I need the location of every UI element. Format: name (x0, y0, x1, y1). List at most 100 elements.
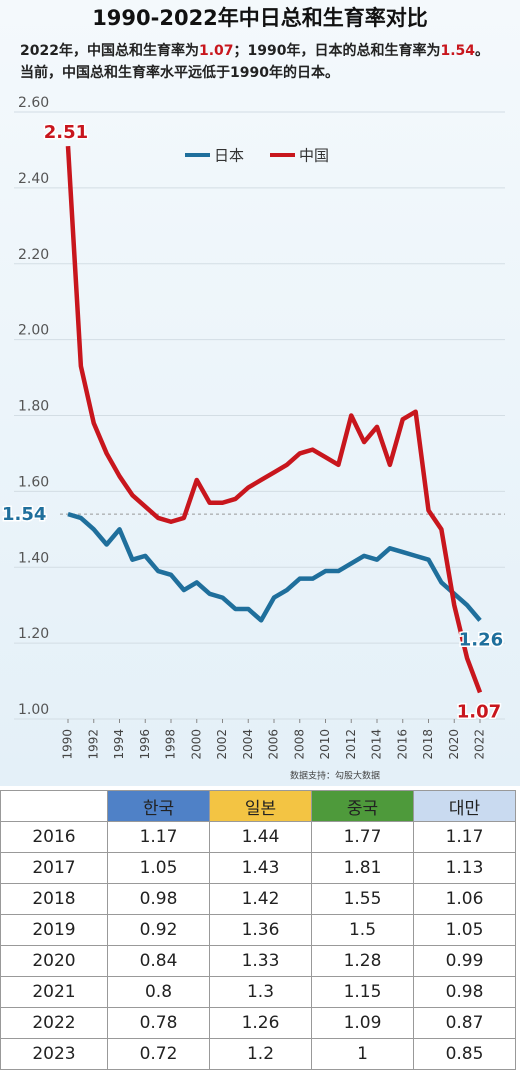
table-row: 2023 0.72 1.2 1 0.85 (0, 1038, 516, 1070)
table-cell: 0.84 (107, 945, 210, 977)
x-tick-label: 1998 (164, 729, 178, 760)
table-cell: 1.36 (209, 914, 312, 946)
table-row: 2022 0.78 1.26 1.09 0.87 (0, 1007, 516, 1039)
table-cell: 1.77 (311, 821, 414, 853)
legend-label: 中国 (299, 147, 329, 165)
x-tick-label: 2016 (395, 729, 409, 760)
x-tick-label: 2008 (292, 729, 306, 760)
subtitle-part: ；1990年，日本的总和生育率为 (233, 43, 441, 59)
table-cell: 1.33 (209, 945, 312, 977)
year-cell: 2022 (0, 1007, 108, 1039)
table-cell: 0.72 (107, 1038, 210, 1070)
table-cell: 1.2 (209, 1038, 312, 1070)
y-tick-label: 1.80 (18, 399, 49, 415)
x-tick-label: 2012 (344, 729, 358, 760)
table-cell: 1.3 (209, 976, 312, 1008)
table-cell: 0.98 (107, 883, 210, 915)
table-cell: 1 (311, 1038, 414, 1070)
x-tick-label: 2022 (473, 729, 487, 760)
year-cell: 2023 (0, 1038, 108, 1070)
x-tick-label: 2020 (447, 729, 461, 760)
table-cell: 1.06 (413, 883, 516, 915)
year-cell: 2016 (0, 821, 108, 853)
subtitle-part: 。当前，中国总和生育率水平远低于1990年的日本。 (20, 43, 490, 81)
y-tick-label: 1.40 (18, 550, 49, 566)
table-cell: 1.42 (209, 883, 312, 915)
subtitle-part: 1.07 (198, 43, 234, 59)
table-cell: 1.44 (209, 821, 312, 853)
x-tick-label: 2004 (241, 729, 255, 760)
table-header-cell: 한국 (107, 790, 210, 822)
table-cell: 0.87 (413, 1007, 516, 1039)
table-row: 2019 0.92 1.36 1.5 1.05 (0, 914, 516, 946)
y-tick-label: 2.60 (18, 95, 49, 111)
table-cell: 1.55 (311, 883, 414, 915)
x-tick-label: 2002 (215, 729, 229, 760)
chart-subtitle: 2022年，中国总和生育率为1.07；1990年，日本的总和生育率为1.54。当… (20, 40, 490, 84)
x-tick-label: 2014 (370, 729, 384, 760)
x-tick-label: 2010 (318, 729, 332, 760)
y-tick-label: 2.40 (18, 171, 49, 187)
x-tick-label: 2006 (267, 729, 281, 760)
chart-panel: 1990-2022年中日总和生育率对比 1.00 1.20 1.40 1.60 1.80… (0, 0, 520, 786)
table-row: 2018 0.98 1.42 1.55 1.06 (0, 883, 516, 915)
table-cell: 1.81 (311, 852, 414, 884)
table-corner (0, 790, 108, 822)
table-cell: 1.5 (311, 914, 414, 946)
y-tick-label: 2.20 (18, 247, 49, 263)
y-tick-label: 1.00 (18, 702, 49, 718)
table-cell: 0.99 (413, 945, 516, 977)
table-header-cell: 대만 (413, 790, 516, 822)
table-cell: 1.17 (413, 821, 516, 853)
subtitle-part: 2022年，中国总和生育率为 (20, 43, 199, 59)
year-cell: 2019 (0, 914, 108, 946)
table-row: 2016 1.17 1.44 1.77 1.17 (0, 821, 516, 853)
table-cell: 0.92 (107, 914, 210, 946)
y-tick-label: 1.60 (18, 474, 49, 490)
series-line (67, 511, 482, 623)
x-tick-label: 2018 (421, 729, 435, 760)
y-tick-label: 1.20 (18, 626, 49, 642)
year-cell: 2021 (0, 976, 108, 1008)
year-cell: 2020 (0, 945, 108, 977)
table-cell: 0.85 (413, 1038, 516, 1070)
table-cell: 1.43 (209, 852, 312, 884)
data-label: 2.51 (44, 122, 88, 143)
table-cell: 0.78 (107, 1007, 210, 1039)
source: 数据支持：勾股大数据 (290, 770, 380, 782)
year-cell: 2018 (0, 883, 108, 915)
table-row: 2021 0.8 1.3 1.15 0.98 (0, 976, 516, 1008)
table-header-cell: 중국 (311, 790, 414, 822)
table-header-row: 한국 일본 중국 대만 (0, 790, 516, 822)
data-table: 한국 일본 중국 대만 2016 1.17 1.44 1.77 1.17 2017 1.05 1.43… (0, 790, 516, 1070)
data-label: 1.07 (457, 701, 501, 722)
legend-label: 日本 (214, 147, 244, 165)
table-cell: 1.09 (311, 1007, 414, 1039)
series-line (65, 146, 483, 694)
table-cell: 1.13 (413, 852, 516, 884)
chart-title: 1990-2022年中日总和生育率对比 (92, 6, 428, 30)
subtitle-part: 1.54 (440, 43, 476, 59)
table-cell: 1.17 (107, 821, 210, 853)
table-cell: 1.05 (413, 914, 516, 946)
data-label: 1.26 (459, 629, 503, 650)
table-cell: 1.26 (209, 1007, 312, 1039)
year-cell: 2017 (0, 852, 108, 884)
table-row: 2017 1.05 1.43 1.81 1.13 (0, 852, 516, 884)
x-tick-label: 1992 (86, 729, 100, 760)
table-cell: 1.28 (311, 945, 414, 977)
x-tick-label: 1990 (61, 729, 75, 760)
table-header-cell: 일본 (209, 790, 312, 822)
table-cell: 0.8 (107, 976, 210, 1008)
table-cell: 0.98 (413, 976, 516, 1008)
x-tick-label: 2000 (189, 729, 203, 760)
y-tick-label: 2.00 (18, 323, 49, 339)
x-tick-label: 1994 (112, 729, 126, 760)
chart: 1990-2022年中日总和生育率对比 1.00 1.20 1.40 1.60 1.80… (1, 6, 505, 782)
table-cell: 1.05 (107, 852, 210, 884)
x-tick-label: 1996 (138, 729, 152, 760)
table-row: 2020 0.84 1.33 1.28 0.99 (0, 945, 516, 977)
data-label: 1.54 (2, 504, 46, 525)
table-cell: 1.15 (311, 976, 414, 1008)
